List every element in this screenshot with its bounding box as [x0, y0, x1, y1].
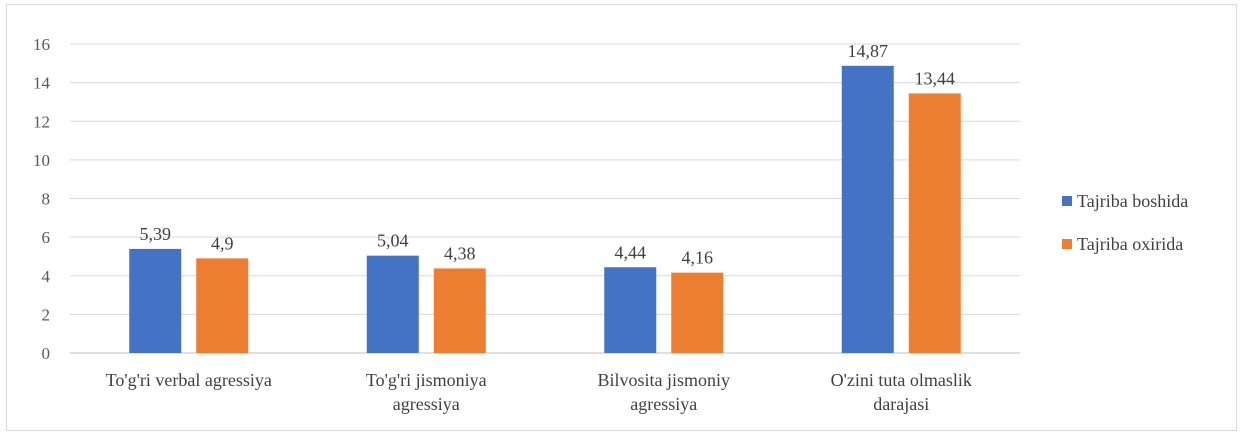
bar [129, 248, 182, 353]
bar [196, 258, 249, 353]
bar [671, 272, 724, 353]
y-tick-label: 0 [42, 344, 51, 363]
legend-label: Tajriba oxirida [1077, 234, 1183, 254]
bar [366, 255, 419, 353]
y-tick-label: 14 [33, 74, 51, 93]
y-tick-label: 2 [42, 305, 51, 324]
data-label: 4,44 [615, 242, 647, 262]
category-label: O'zini tuta olmaslik [831, 370, 972, 390]
data-label: 13,44 [915, 68, 956, 88]
data-label: 4,16 [682, 248, 714, 268]
bar [841, 65, 894, 354]
y-axis-ticks: 0 2 4 6 8 10 12 14 16 [33, 35, 51, 363]
data-label: 14,87 [848, 41, 889, 61]
legend-label: Tajriba boshida [1077, 191, 1188, 211]
category-label: To'g'ri jismoniya [366, 370, 487, 390]
data-labels: 5,39 4,9 5,04 4,38 4,44 4,16 14,87 13,44 [140, 41, 956, 268]
category-label: agressiya [630, 394, 697, 414]
legend-swatch [1062, 239, 1072, 249]
data-label: 4,9 [211, 233, 234, 253]
legend-swatch [1062, 196, 1072, 206]
category-label: Bilvosita jismoniy [597, 370, 730, 390]
y-tick-label: 8 [42, 190, 51, 209]
bar [604, 267, 657, 353]
bar [433, 268, 486, 353]
chart-frame [6, 4, 1237, 431]
category-labels: To'g'ri verbal agressiya To'g'ri jismoniy… [106, 370, 972, 414]
y-tick-label: 10 [33, 151, 50, 170]
legend: Tajriba boshida Tajriba oxirida [1062, 191, 1188, 254]
y-tick-label: 6 [42, 228, 51, 247]
data-label: 4,38 [444, 243, 476, 263]
y-tick-label: 16 [33, 35, 50, 54]
bars [129, 65, 961, 354]
y-tick-label: 4 [42, 267, 51, 286]
category-label: darajasi [873, 394, 929, 414]
category-label: agressiya [393, 394, 460, 414]
bar [908, 93, 961, 353]
data-label: 5,39 [140, 224, 172, 244]
y-tick-label: 12 [33, 112, 50, 131]
category-label: To'g'ri verbal agressiya [106, 370, 272, 390]
data-label: 5,04 [377, 231, 409, 251]
